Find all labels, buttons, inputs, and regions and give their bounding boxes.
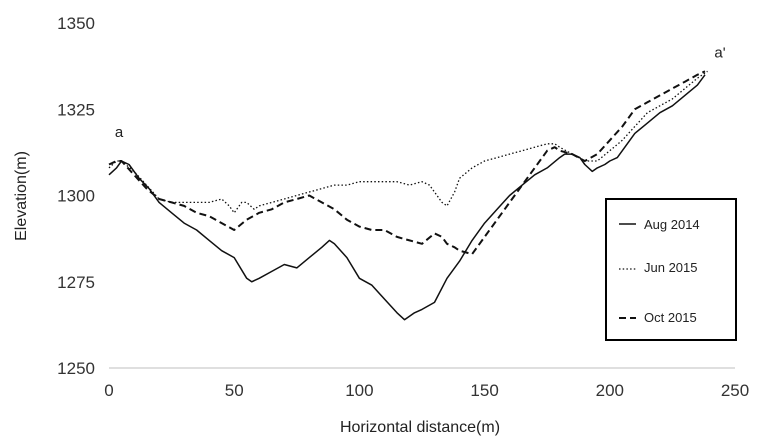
legend-label-aug-2014: Aug 2014	[644, 217, 700, 232]
y-tick-label: 1250	[57, 359, 95, 378]
x-tick-label: 50	[225, 381, 244, 400]
x-axis-title: Horizontal distance(m)	[340, 419, 500, 436]
y-axis-title: Elevation(m)	[13, 151, 30, 241]
point-a-annotation: a	[115, 124, 124, 141]
y-tick-label: 1325	[57, 100, 95, 119]
x-tick-label: 100	[345, 381, 373, 400]
legend: Aug 2014 Jun 2015 Oct 2015	[605, 198, 737, 341]
series-line-jun-2015	[108, 70, 708, 214]
x-tick-label: 250	[721, 381, 749, 400]
y-tick-label: 1275	[57, 273, 95, 292]
x-tick-label: 0	[104, 381, 113, 400]
y-tick-label: 1350	[57, 14, 95, 33]
series-layer	[108, 70, 708, 321]
series-line-oct-2015	[108, 70, 706, 256]
x-tick-label: 200	[596, 381, 624, 400]
series-line-aug-2014	[108, 74, 706, 321]
y-tick-labels: 1250 1275 1300 1325 1350	[57, 14, 95, 378]
point-a-prime-annotation: a'	[714, 45, 725, 62]
y-tick-label: 1300	[57, 187, 95, 206]
legend-label-jun-2015: Jun 2015	[644, 260, 698, 275]
x-tick-labels: 0 50 100 150 200 250	[104, 381, 749, 400]
x-tick-label: 150	[470, 381, 498, 400]
legend-label-oct-2015: Oct 2015	[644, 310, 697, 325]
